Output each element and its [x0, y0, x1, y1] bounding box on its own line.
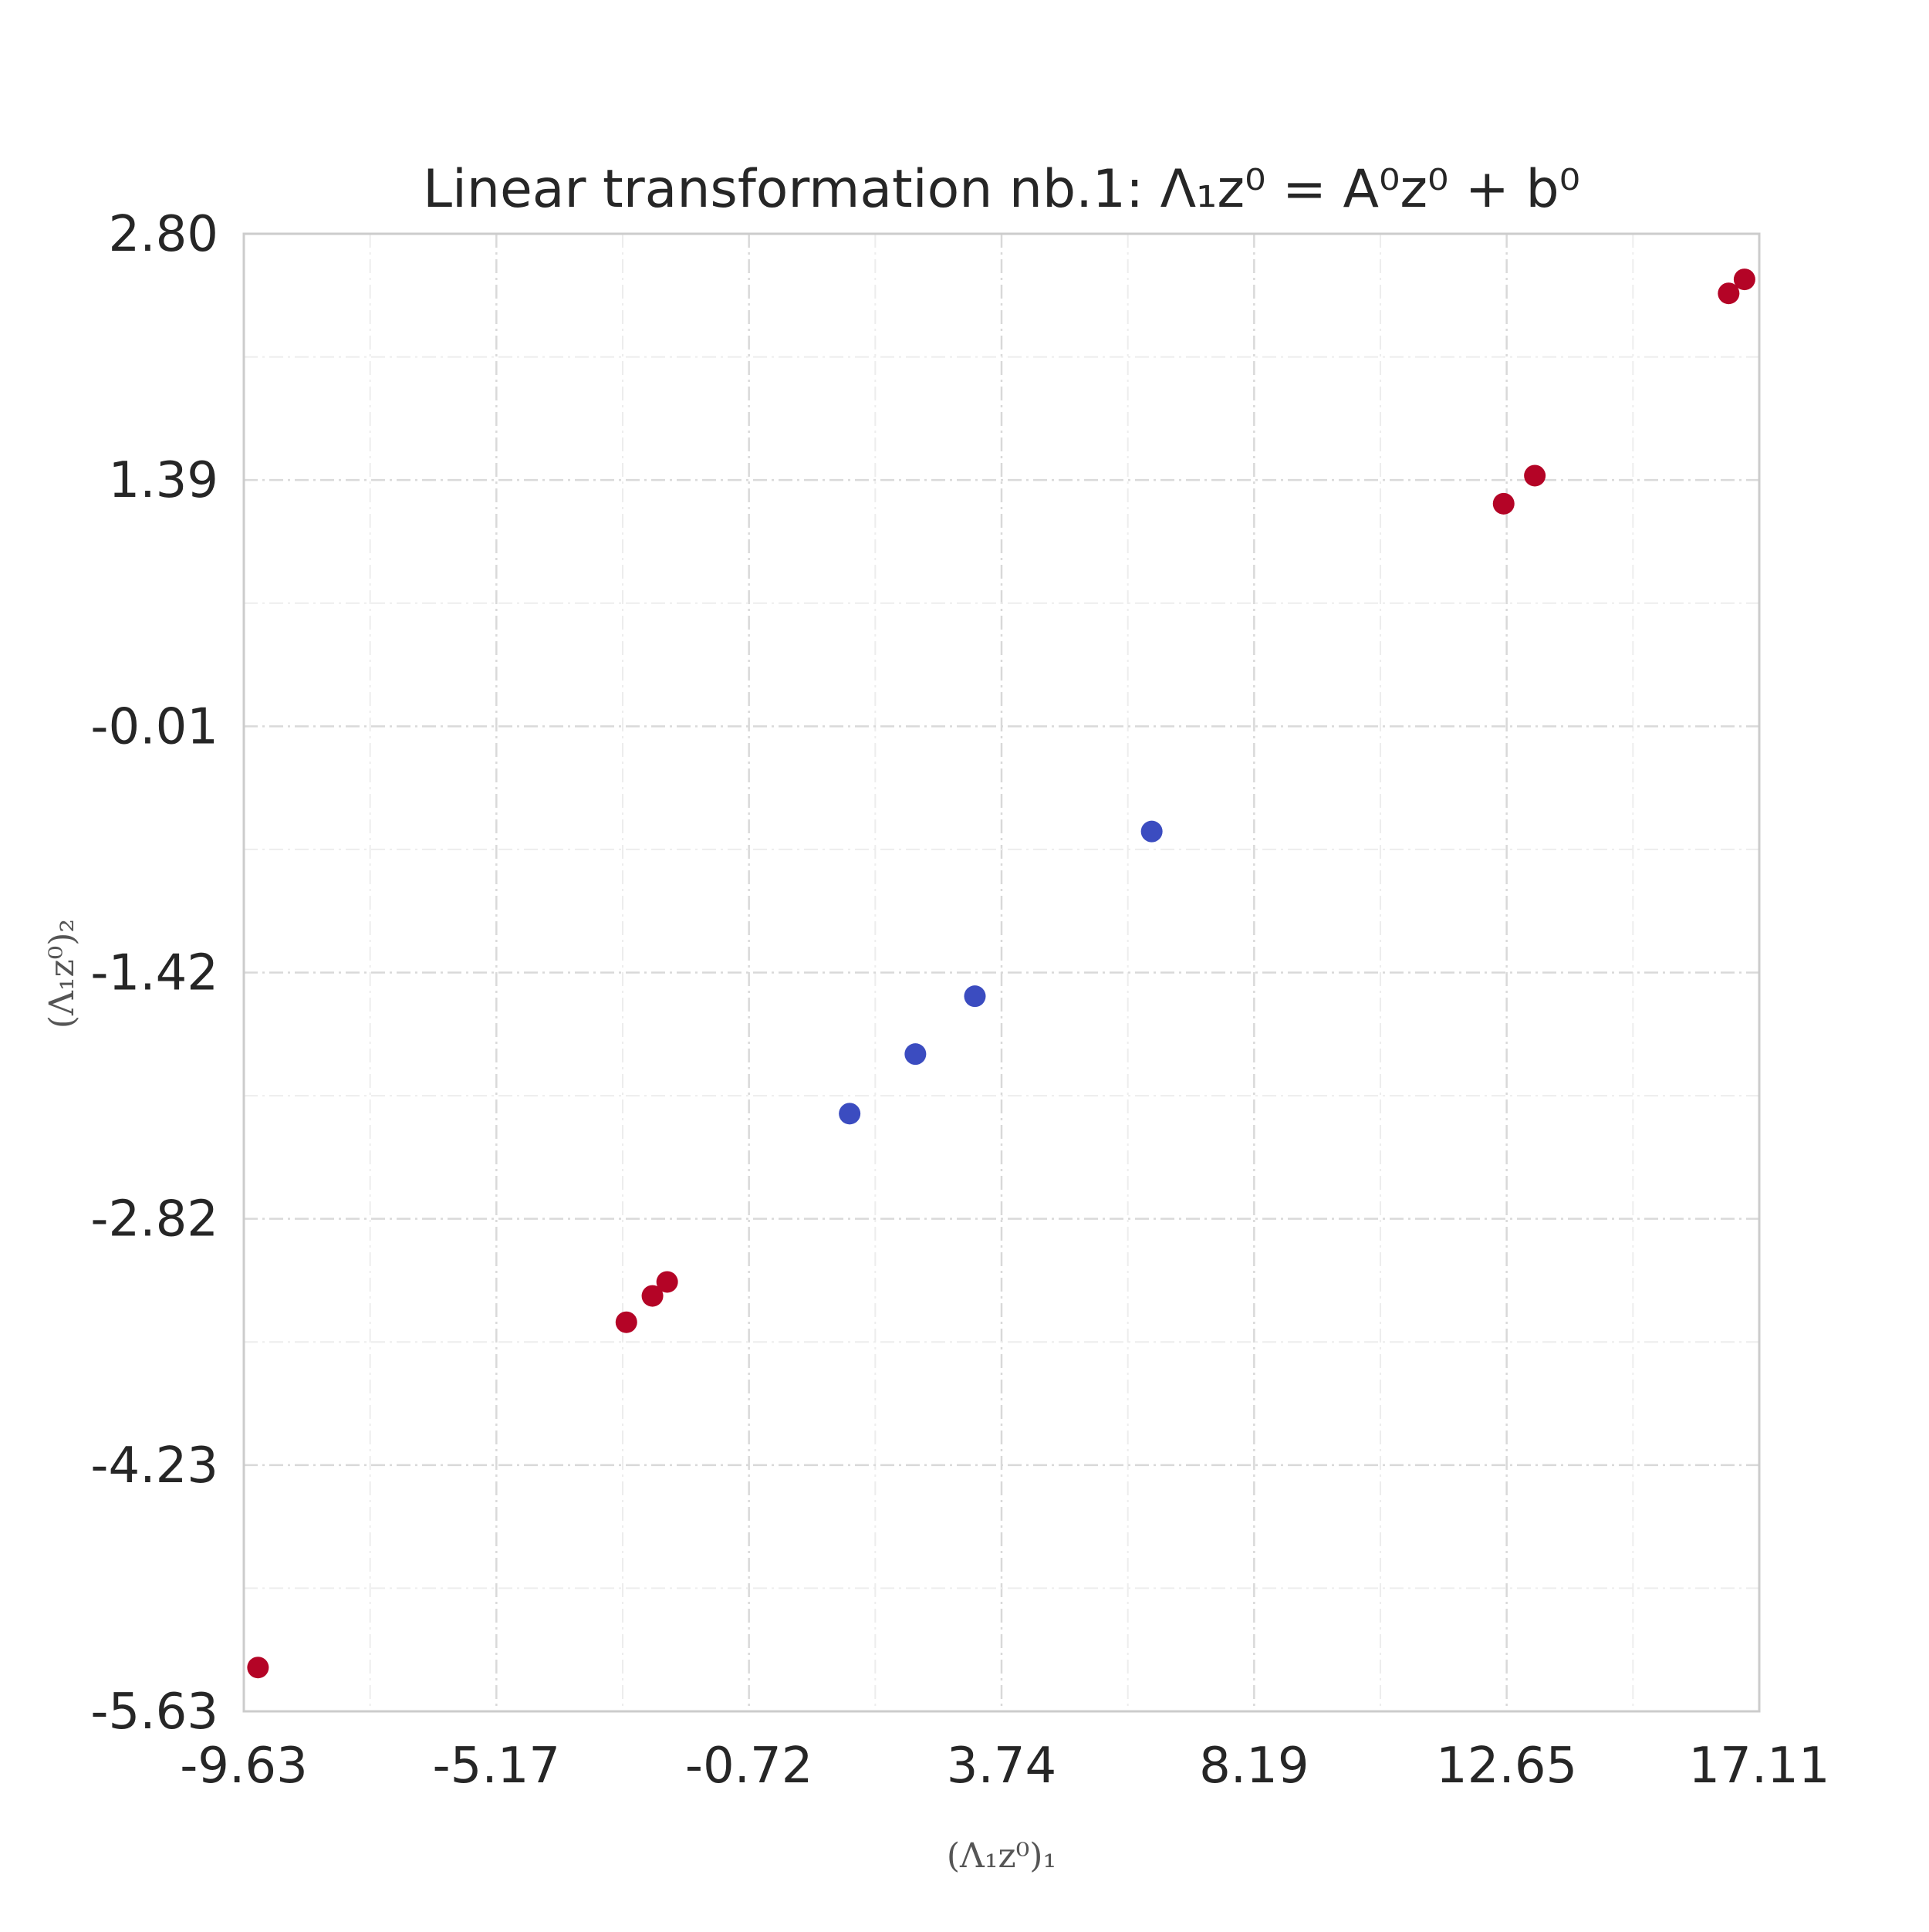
scatter-point: [641, 1285, 664, 1307]
y-tick-label: 2.80: [109, 206, 219, 263]
scatter-point: [1733, 269, 1755, 291]
tick-labels: -9.63 -5.17 -0.72 3.74 8.19 12.65 17.11 2.80 1.3…: [90, 206, 1829, 1795]
scatter-point: [247, 1657, 269, 1679]
scatter-point: [1524, 464, 1546, 487]
x-axis-label: (Λ₁z⁰)₁: [947, 1836, 1056, 1876]
y-tick-label: 1.39: [109, 452, 219, 509]
x-tick-label: 3.74: [947, 1738, 1057, 1795]
y-tick-label: -5.63: [90, 1684, 218, 1741]
x-tick-label: -5.17: [433, 1738, 561, 1795]
scatter-point: [615, 1311, 637, 1333]
chart-title: Linear transformation nb.1: Λ₁z⁰ = A⁰z⁰ …: [423, 159, 1580, 220]
scatter-point: [1718, 282, 1740, 305]
y-tick-label: -1.42: [90, 945, 218, 1002]
y-tick-label: -4.23: [90, 1437, 218, 1495]
scatter-point: [964, 985, 986, 1008]
data-points: [247, 269, 1755, 1679]
x-tick-label: 12.65: [1436, 1738, 1577, 1795]
x-tick-label: 8.19: [1199, 1738, 1309, 1795]
scatter-point: [1140, 820, 1163, 843]
scatter-point: [839, 1103, 861, 1125]
y-tick-label: -0.01: [90, 698, 218, 755]
x-tick-label: -9.63: [180, 1738, 308, 1795]
x-tick-label: -0.72: [685, 1738, 813, 1795]
y-axis-label: (Λ₁z⁰)₂: [42, 919, 82, 1028]
scatter-point: [904, 1043, 927, 1066]
y-tick-label: -2.82: [90, 1191, 218, 1248]
plot-frame: [242, 232, 1761, 1713]
scatter-point: [656, 1271, 678, 1293]
scatter-point: [1492, 492, 1515, 515]
x-tick-label: 17.11: [1688, 1738, 1829, 1795]
